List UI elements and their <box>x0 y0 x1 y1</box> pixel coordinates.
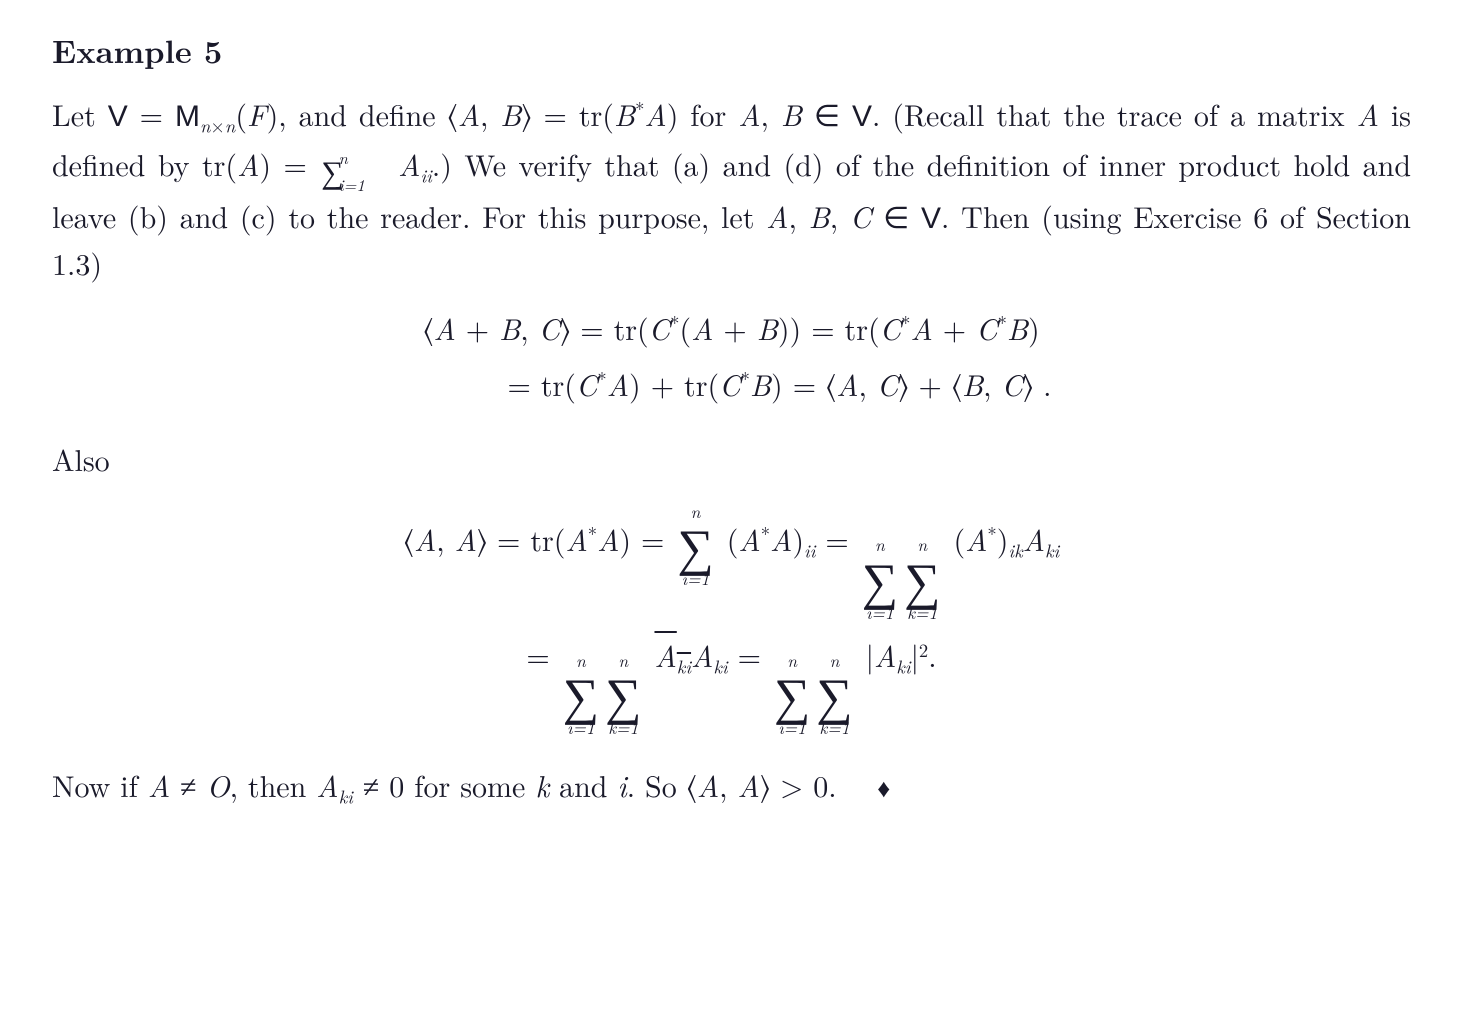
equation-1-line-1: ⟨A + B, C⟩ = tr(C*(A + B)) = tr(C*A + C*… <box>52 306 1411 356</box>
intro-paragraph: Let V = Mn×n(F), and define ⟨A, B⟩ = tr(… <box>52 92 1411 284</box>
also-text: Also <box>52 437 1411 481</box>
closing-paragraph: Now if A ≠ O, then Aki ≠ 0 for some k an… <box>52 763 1411 813</box>
sum-icon: n ∑ i=1 <box>677 503 713 588</box>
example-heading: Example 5 <box>52 28 1411 74</box>
eq2-lhs: ⟨A, A⟩ = tr(A*A) = <box>404 517 675 560</box>
sum-lower: k=1 <box>819 719 849 736</box>
sum-lower: i=1 <box>682 570 710 587</box>
equation-1: ⟨A + B, C⟩ = tr(C*(A + B)) = tr(C*A + C*… <box>52 306 1411 411</box>
sum-lower: i=1 <box>778 719 806 736</box>
double-sum-icon: n ∑ i=1 n ∑ k=1 <box>560 652 645 737</box>
sum-lower: k=1 <box>608 719 638 736</box>
sum-lower: k=1 <box>907 604 937 621</box>
sum-lower: i=1 <box>866 604 894 621</box>
eq2-mid: (A*A)ii = <box>727 517 859 560</box>
double-sum-icon: n ∑ i=1 n ∑ k=1 <box>859 536 944 621</box>
equation-2: ⟨A, A⟩ = tr(A*A) = n ∑ i=1 (A*A)ii = n ∑… <box>52 503 1411 737</box>
closing-text: Now if A ≠ O, then Aki ≠ 0 for some k an… <box>52 763 837 806</box>
sum-lower: i=1 <box>567 719 595 736</box>
double-sum-icon: n ∑ i=1 n ∑ k=1 <box>771 652 856 737</box>
eq2b-rhs: |Aki|2. <box>866 633 937 676</box>
equation-1-line-2: = tr(C*A) + tr(C*B) = ⟨A, C⟩ + ⟨B, C⟩ . <box>52 362 1411 412</box>
eq2-rhs: (A*)ikAki <box>953 517 1059 560</box>
equation-2-line-1: ⟨A, A⟩ = tr(A*A) = n ∑ i=1 (A*A)ii = n ∑… <box>52 503 1411 622</box>
eq2b-mid: AkiAki = <box>654 633 770 676</box>
qed-diamond-icon: ♦ <box>877 769 890 805</box>
eq2b-eq: = <box>526 633 559 676</box>
equation-2-line-2: = n ∑ i=1 n ∑ k=1 AkiAki = n ∑ i=1 n ∑ <box>52 633 1411 737</box>
